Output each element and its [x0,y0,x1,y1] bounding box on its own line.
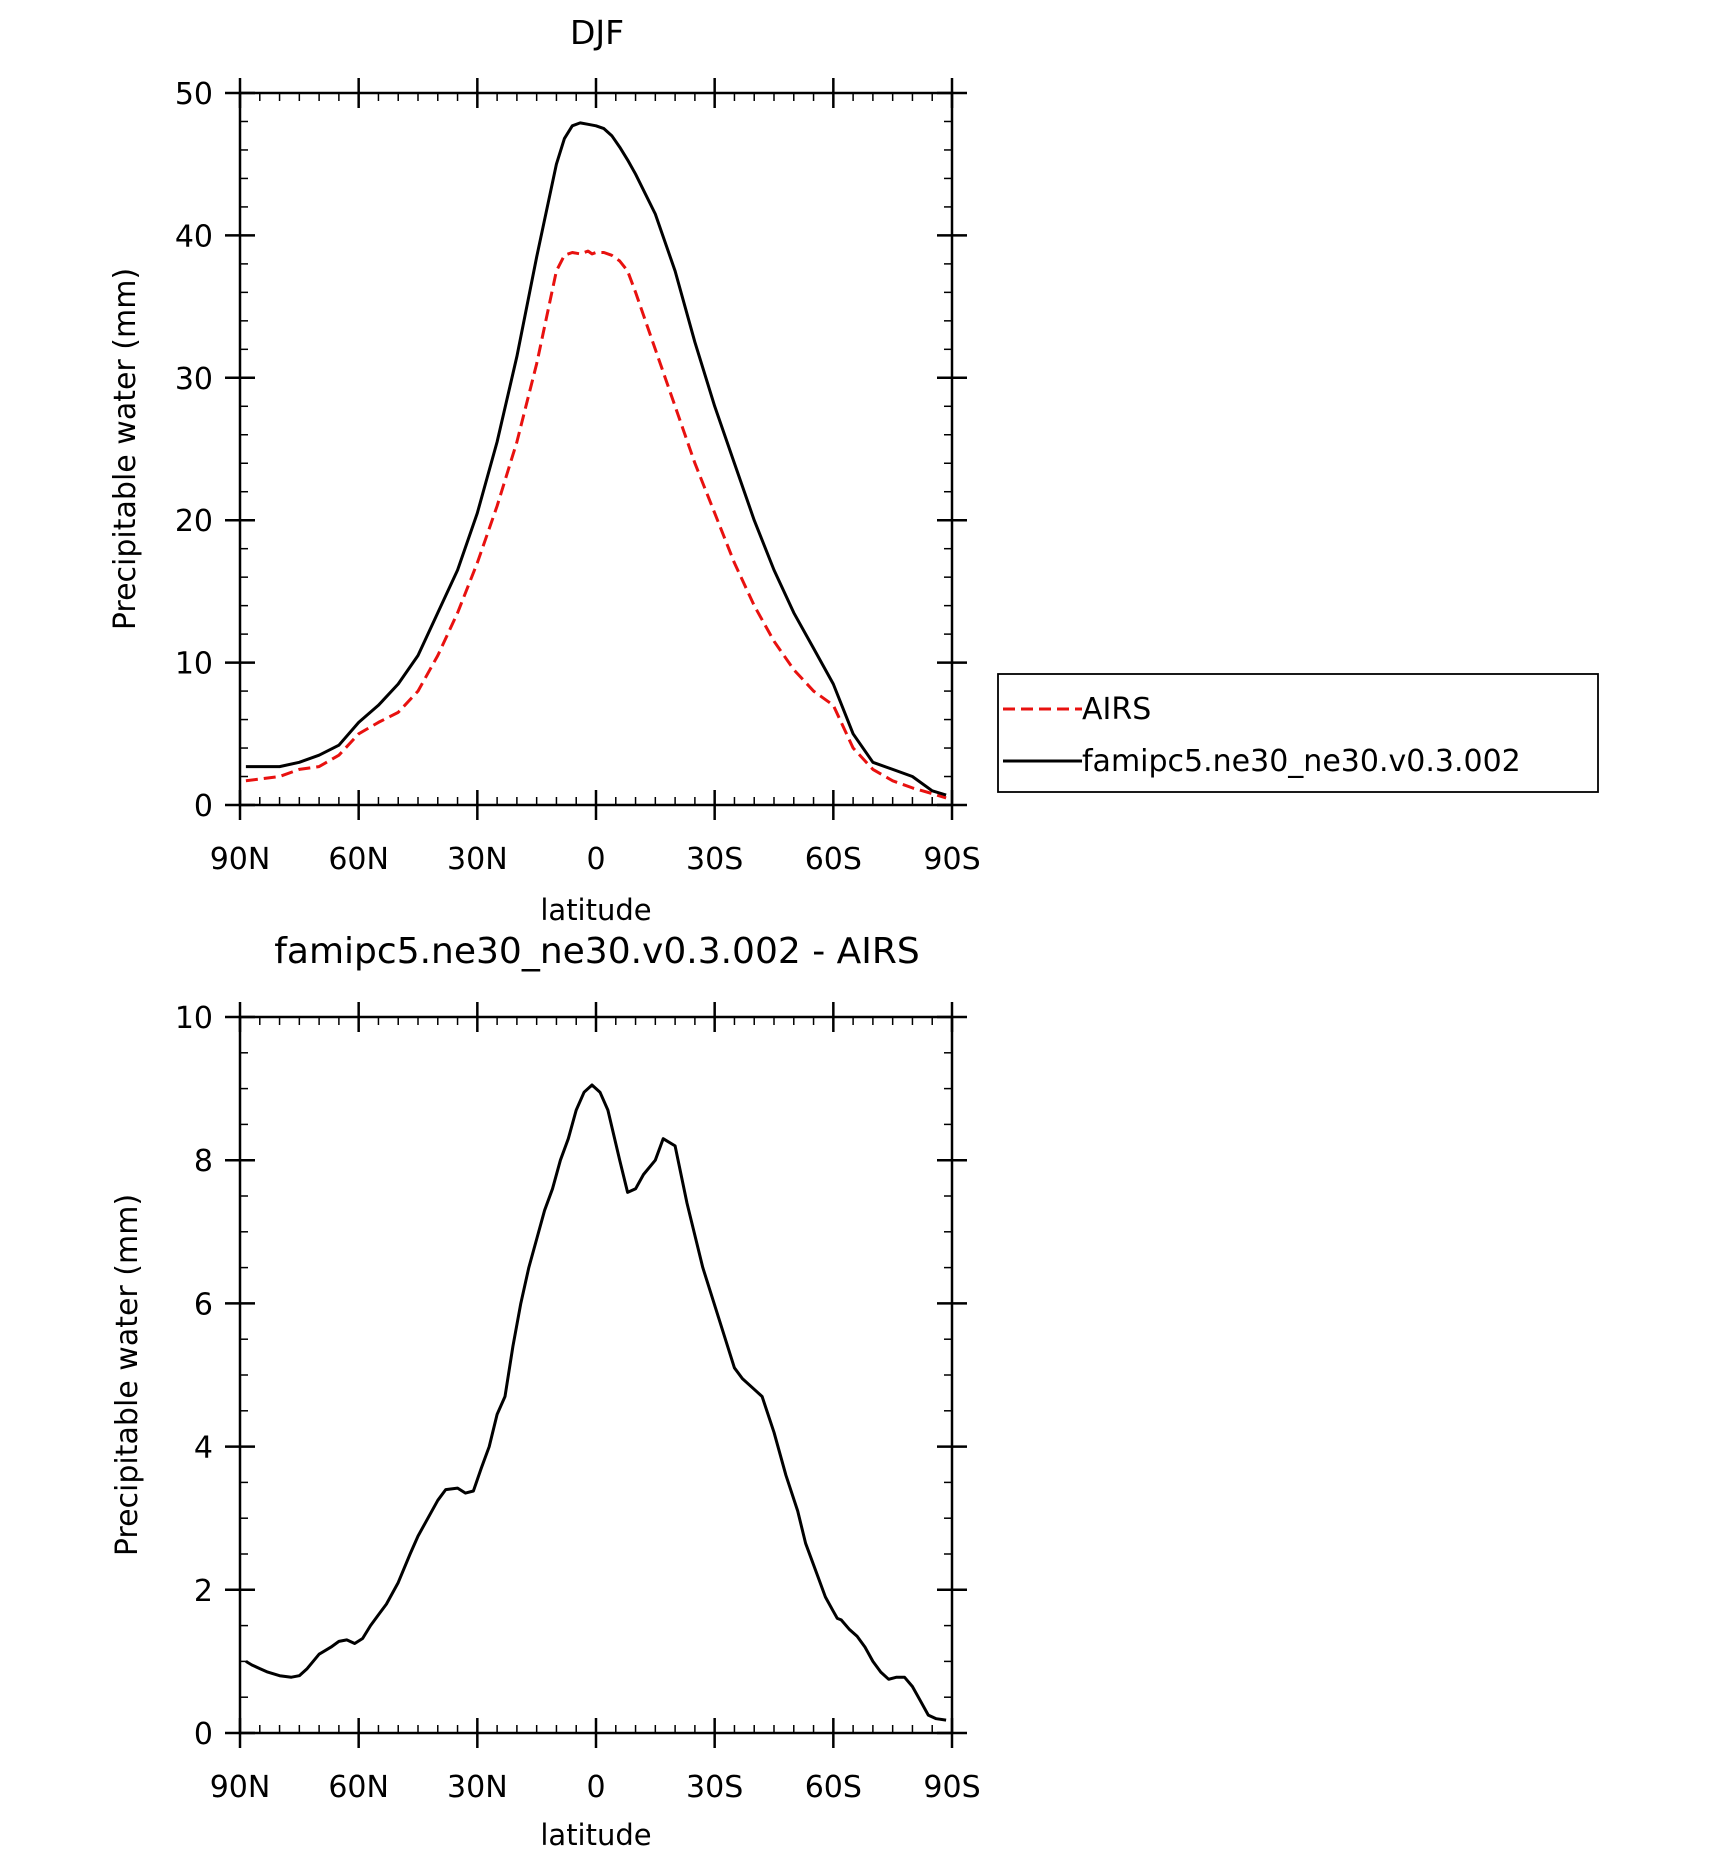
y-tick-label: 30 [175,362,213,397]
y-tick-label: 8 [194,1144,213,1179]
y-tick-label: 40 [175,219,213,254]
chart-top: DJF 90N 60N 30N 0 30S 60S 90S 0 10 20 30 40 50 latit… [108,13,981,927]
legend-box [997,673,1599,793]
chart-bottom-title: famipc5.ne30_ne30.v0.3.002 - AIRS [274,931,920,972]
x-tick-label: 90N [210,842,271,877]
chart-bottom: famipc5.ne30_ne30.v0.3.002 - AIRS 90N 60N… [110,931,981,1850]
x-tick-label: 30N [447,1770,508,1805]
y-tick-label: 0 [194,789,213,824]
chart-top-frame [238,91,954,807]
chart-bottom-plot-area: 90N 60N 30N 0 30S 60S 90S 0 2 4 6 8 10 [175,1001,981,1805]
x-tick-label: 90S [923,842,980,877]
x-tick-label: 60N [328,1770,389,1805]
x-tick-label: 0 [586,1770,605,1805]
legend-model-label: famipc5.ne30_ne30.v0.3.002 [1082,744,1521,779]
x-tick-label: 30S [686,842,743,877]
y-tick-label: 10 [175,647,213,682]
y-tick-label: 2 [194,1574,213,1609]
chart-bottom-frame [238,1015,954,1735]
x-tick-label: 60S [805,1770,862,1805]
y-tick-label: 0 [194,1717,213,1752]
series-line-2 [245,121,947,797]
y-tick-label: 4 [194,1431,213,1466]
legend-airs-label: AIRS [1082,692,1151,727]
x-tick-label: 90S [923,1770,980,1805]
chart-bottom-ylabel: Precipitable water (mm) [110,1194,145,1556]
y-tick-label: 20 [175,504,213,539]
x-tick-label: 90N [210,1770,271,1805]
chart-top-xlabel: latitude [540,893,651,927]
x-tick-label: 0 [586,842,605,877]
y-tick-label: 50 [175,77,213,112]
chart-top-title: DJF [570,13,624,52]
y-tick-label: 10 [175,1001,213,1036]
x-tick-label: 60N [328,842,389,877]
chart-top-ylabel: Precipitable water (mm) [108,268,143,630]
x-tick-label: 30S [686,1770,743,1805]
series-line-1 [245,1083,947,1722]
chart-top-plot-area: 90N 60N 30N 0 30S 60S 90S 0 10 20 30 40 50 [175,77,981,877]
x-tick-label: 60S [805,842,862,877]
chart-top-legend: AIRS famipc5.ne30_ne30.v0.3.002 [997,673,1599,793]
x-tick-label: 30N [447,842,508,877]
chart-bottom-xlabel: latitude [540,1818,651,1850]
y-tick-label: 6 [194,1287,213,1322]
series-line-1 [245,249,947,800]
